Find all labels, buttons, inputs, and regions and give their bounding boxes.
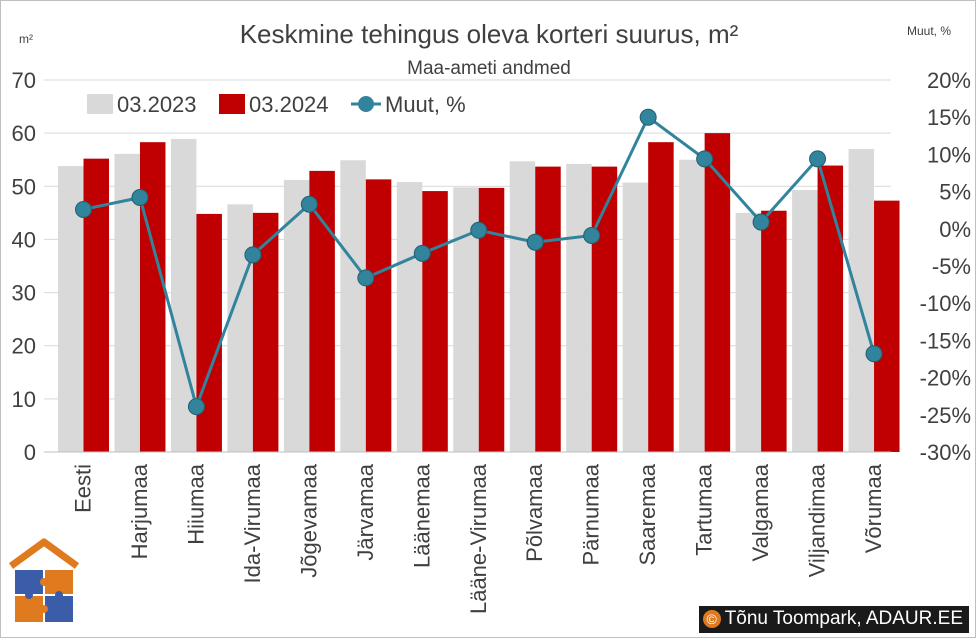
y-tick-label: 10	[12, 387, 36, 412]
chart-subtitle: Maa-ameti andmed	[407, 58, 571, 79]
x-tick-label: Valgamaa	[748, 463, 773, 561]
y2-tick-label: -25%	[920, 403, 971, 428]
left-axis-unit: m²	[19, 32, 33, 46]
y2-tick-label: -10%	[920, 291, 971, 316]
x-tick-label: Saaremaa	[635, 463, 660, 565]
bar-03.2024	[196, 213, 222, 452]
bar-03.2023	[735, 212, 762, 452]
bar-03.2024	[874, 200, 900, 452]
x-tick-label: Lääne-Virumaa	[466, 463, 491, 614]
line-marker	[413, 244, 431, 262]
line-marker	[75, 200, 92, 218]
x-tick-label: Jõgevamaa	[296, 463, 321, 578]
y-tick-label: 40	[12, 227, 36, 252]
bar-03.2024	[422, 191, 448, 452]
x-tick-label: Pärnumaa	[579, 463, 604, 565]
line-marker	[300, 195, 318, 213]
line-marker	[131, 189, 149, 207]
legend-swatch-marker	[358, 96, 374, 112]
chart-title: Keskmine tehingus oleva korteri suurus, …	[240, 19, 739, 49]
legend-swatch	[87, 94, 113, 114]
bar-03.2024	[309, 170, 335, 453]
bar-03.2024	[817, 165, 844, 452]
y-tick-label: 50	[12, 174, 36, 199]
legend-label: Muut, %	[385, 92, 466, 117]
y2-tick-label: -5%	[932, 254, 971, 279]
x-tick-label: Viljandimaa	[805, 463, 830, 577]
x-tick-label: Võrumaa	[861, 463, 886, 553]
bar-03.2023	[622, 182, 649, 452]
bar-03.2023	[792, 190, 818, 452]
bar-03.2024	[648, 142, 674, 453]
x-tick-label: Ida-Virumaa	[240, 463, 265, 583]
line-marker	[809, 150, 827, 168]
line-marker	[696, 150, 714, 168]
line-marker	[865, 345, 883, 363]
legend-label: 03.2023	[117, 92, 197, 117]
bar-03.2023	[566, 163, 592, 453]
y2-tick-label: 5%	[939, 180, 971, 205]
x-tick-label: Eesti	[71, 464, 96, 513]
x-tick-label: Hiiumaa	[183, 463, 208, 544]
bar-03.2023	[848, 149, 875, 453]
x-tick-label: Läänemaa	[409, 463, 434, 568]
house-puzzle-logo	[5, 538, 83, 631]
credit-text: Tõnu Toompark, ADAUR.EE	[724, 608, 963, 629]
y2-tick-label: 15%	[927, 105, 971, 130]
line-marker	[470, 221, 488, 239]
y2-tick-label: 20%	[927, 68, 971, 93]
y2-tick-label: -20%	[920, 366, 971, 391]
y2-tick-label: -15%	[920, 328, 971, 353]
bar-03.2023	[509, 161, 536, 452]
legend-swatch	[219, 94, 245, 114]
y2-tick-label: 0%	[939, 217, 971, 242]
y2-tick-label: 10%	[927, 142, 971, 167]
bar-03.2024	[535, 166, 561, 452]
bar-03.2023	[227, 204, 253, 452]
y-tick-label: 70	[12, 68, 36, 93]
y-tick-label: 30	[12, 281, 36, 306]
x-tick-label: Põlvamaa	[522, 463, 547, 562]
bar-03.2024	[139, 142, 166, 453]
legend-label: 03.2024	[249, 92, 329, 117]
y-tick-label: 0	[24, 440, 36, 465]
bar-03.2024	[704, 133, 731, 452]
legend: 03.2023 03.2024 Muut, %	[87, 92, 466, 117]
credit-badge: © Tõnu Toompark, ADAUR.EE	[698, 606, 969, 633]
line-marker	[526, 233, 544, 251]
bar-03.2024	[591, 166, 618, 452]
y-tick-label: 20	[12, 334, 36, 359]
bar-03.2023	[340, 160, 366, 452]
x-tick-label: Harjumaa	[127, 463, 152, 559]
x-tick-label: Tartumaa	[692, 463, 717, 555]
line-marker	[639, 108, 657, 126]
line-marker	[357, 269, 375, 287]
copyright-icon: ©	[702, 610, 721, 628]
bar-03.2023	[396, 182, 423, 452]
y2-tick-label: -30%	[920, 440, 971, 465]
right-axis-unit: Muut, %	[907, 24, 951, 38]
bar-03.2024	[761, 210, 787, 452]
bar-03.2023	[283, 179, 310, 452]
x-tick-label: Järvamaa	[353, 463, 378, 560]
line-marker	[244, 246, 262, 264]
line-marker	[583, 226, 601, 244]
line-marker	[752, 213, 770, 231]
bar-03.2023	[679, 159, 705, 452]
bar-03.2024	[365, 179, 392, 452]
y-tick-label: 60	[12, 121, 36, 146]
line-marker	[187, 398, 205, 416]
